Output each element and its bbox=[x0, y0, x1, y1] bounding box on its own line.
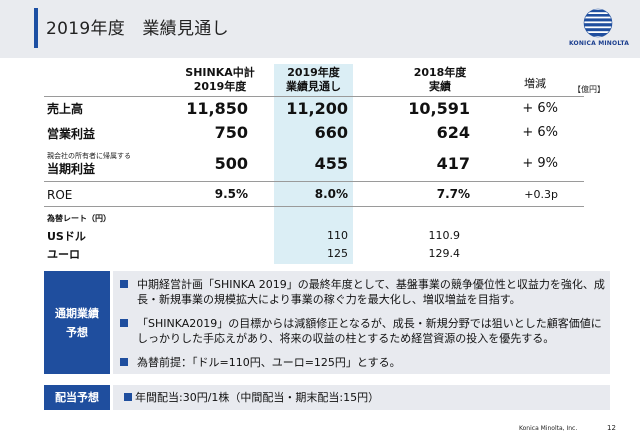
fx-label-eur: ユーロ bbox=[47, 248, 80, 261]
col-header-plan-line1: SHINKA中計 bbox=[185, 66, 255, 79]
unit-label: 【億円】 bbox=[573, 85, 605, 94]
col-header-actual: 2018年度 実績 bbox=[400, 66, 480, 94]
outlook-bullet: 「SHINKA2019」の目標からは減額修正となるが、成長・新規分野では狙いとし… bbox=[120, 316, 604, 346]
row-label-operating-profit: 営業利益 bbox=[47, 127, 96, 141]
outlook-bullet: 為替前提：「ドル=110円、ユーロ=125円」とする。 bbox=[120, 355, 604, 370]
fx-usd-forecast: 110 bbox=[327, 229, 348, 242]
bullet-square-icon bbox=[120, 280, 128, 288]
operating-increase: + 6% bbox=[522, 125, 558, 140]
outlook-label: 通期業績 予想 bbox=[44, 271, 110, 374]
col-header-increase: 増減 bbox=[524, 77, 546, 90]
row-label-sales: 売上高 bbox=[47, 102, 84, 116]
net-increase: + 9% bbox=[522, 156, 558, 171]
table-divider bbox=[44, 181, 584, 182]
row-label-net-profit: 当期利益 bbox=[47, 162, 96, 176]
dividend-label: 配当予想 bbox=[44, 385, 110, 410]
footer-company: Konica Minolta, Inc. bbox=[519, 425, 578, 432]
globe-logo-icon bbox=[583, 8, 613, 38]
operating-actual: 624 bbox=[436, 123, 470, 142]
col-header-forecast: 2019年度 業績見通し bbox=[274, 66, 353, 94]
outlook-bullet-text: 中期経営計画「SHINKA 2019」の最終年度として、基盤事業の競争優位性と収… bbox=[137, 278, 605, 306]
operating-plan: 750 bbox=[214, 123, 248, 142]
bullet-square-icon bbox=[120, 319, 128, 327]
sales-plan: 11,850 bbox=[186, 99, 248, 118]
outlook-panel bbox=[113, 271, 610, 374]
sales-forecast: 11,200 bbox=[286, 99, 348, 118]
outlook-bullet-text: 「SHINKA2019」の目標からは減額修正となるが、成長・新規分野では狙いとし… bbox=[137, 317, 602, 345]
col-header-plan: SHINKA中計 2019年度 bbox=[170, 66, 270, 94]
operating-forecast: 660 bbox=[314, 123, 348, 142]
net-actual: 417 bbox=[436, 154, 470, 173]
table-divider bbox=[44, 96, 584, 97]
logo-text: KONICA MINOLTA bbox=[568, 40, 630, 47]
fx-heading: 為替レート（円） bbox=[47, 214, 111, 223]
fx-usd-actual: 110.9 bbox=[428, 229, 461, 242]
sales-actual: 10,591 bbox=[408, 99, 470, 118]
dividend-panel bbox=[113, 385, 610, 410]
net-forecast: 455 bbox=[314, 154, 348, 173]
outlook-label-line1: 通期業績 bbox=[55, 306, 99, 320]
page-number: 12 bbox=[607, 424, 616, 432]
col-header-plan-line2: 2019年度 bbox=[193, 80, 247, 93]
roe-actual: 7.7% bbox=[436, 187, 470, 201]
roe-increase: +0.3p bbox=[524, 188, 558, 201]
net-plan: 500 bbox=[214, 154, 248, 173]
fx-eur-actual: 129.4 bbox=[428, 247, 461, 260]
header-accent-bar bbox=[34, 8, 38, 48]
roe-forecast: 8.0% bbox=[314, 187, 348, 201]
forecast-column-highlight bbox=[274, 64, 353, 264]
fx-label-usd: USドル bbox=[47, 230, 86, 243]
header-bar: 2019年度 業績見通し KONICA MINOLTA bbox=[0, 0, 640, 58]
sales-increase: + 6% bbox=[522, 101, 558, 116]
bullet-square-icon bbox=[124, 393, 132, 401]
row-label-roe: ROE bbox=[47, 188, 73, 202]
col-header-actual-line1: 2018年度 bbox=[413, 66, 467, 79]
bullet-square-icon bbox=[120, 358, 128, 366]
col-header-forecast-line2: 業績見通し bbox=[286, 80, 341, 93]
fx-eur-forecast: 125 bbox=[327, 247, 348, 260]
page-title: 2019年度 業績見通し bbox=[46, 19, 229, 39]
outlook-label-line2: 予想 bbox=[66, 325, 88, 339]
row-sublabel-net-profit: 親会社の所有者に帰属する bbox=[47, 152, 131, 160]
outlook-bullet-text: 為替前提：「ドル=110円、ユーロ=125円」とする。 bbox=[137, 356, 401, 369]
roe-plan: 9.5% bbox=[214, 187, 248, 201]
dividend-text: 年間配当:30円/1株（中間配当・期末配当:15円） bbox=[135, 391, 380, 404]
konica-minolta-logo: KONICA MINOLTA bbox=[566, 6, 632, 54]
col-header-forecast-line1: 2019年度 bbox=[287, 66, 340, 79]
dividend-bullet: 年間配当:30円/1株（中間配当・期末配当:15円） bbox=[120, 390, 604, 405]
outlook-bullet: 中期経営計画「SHINKA 2019」の最終年度として、基盤事業の競争優位性と収… bbox=[120, 277, 605, 307]
table-divider bbox=[44, 206, 584, 207]
col-header-actual-line2: 実績 bbox=[429, 80, 451, 93]
